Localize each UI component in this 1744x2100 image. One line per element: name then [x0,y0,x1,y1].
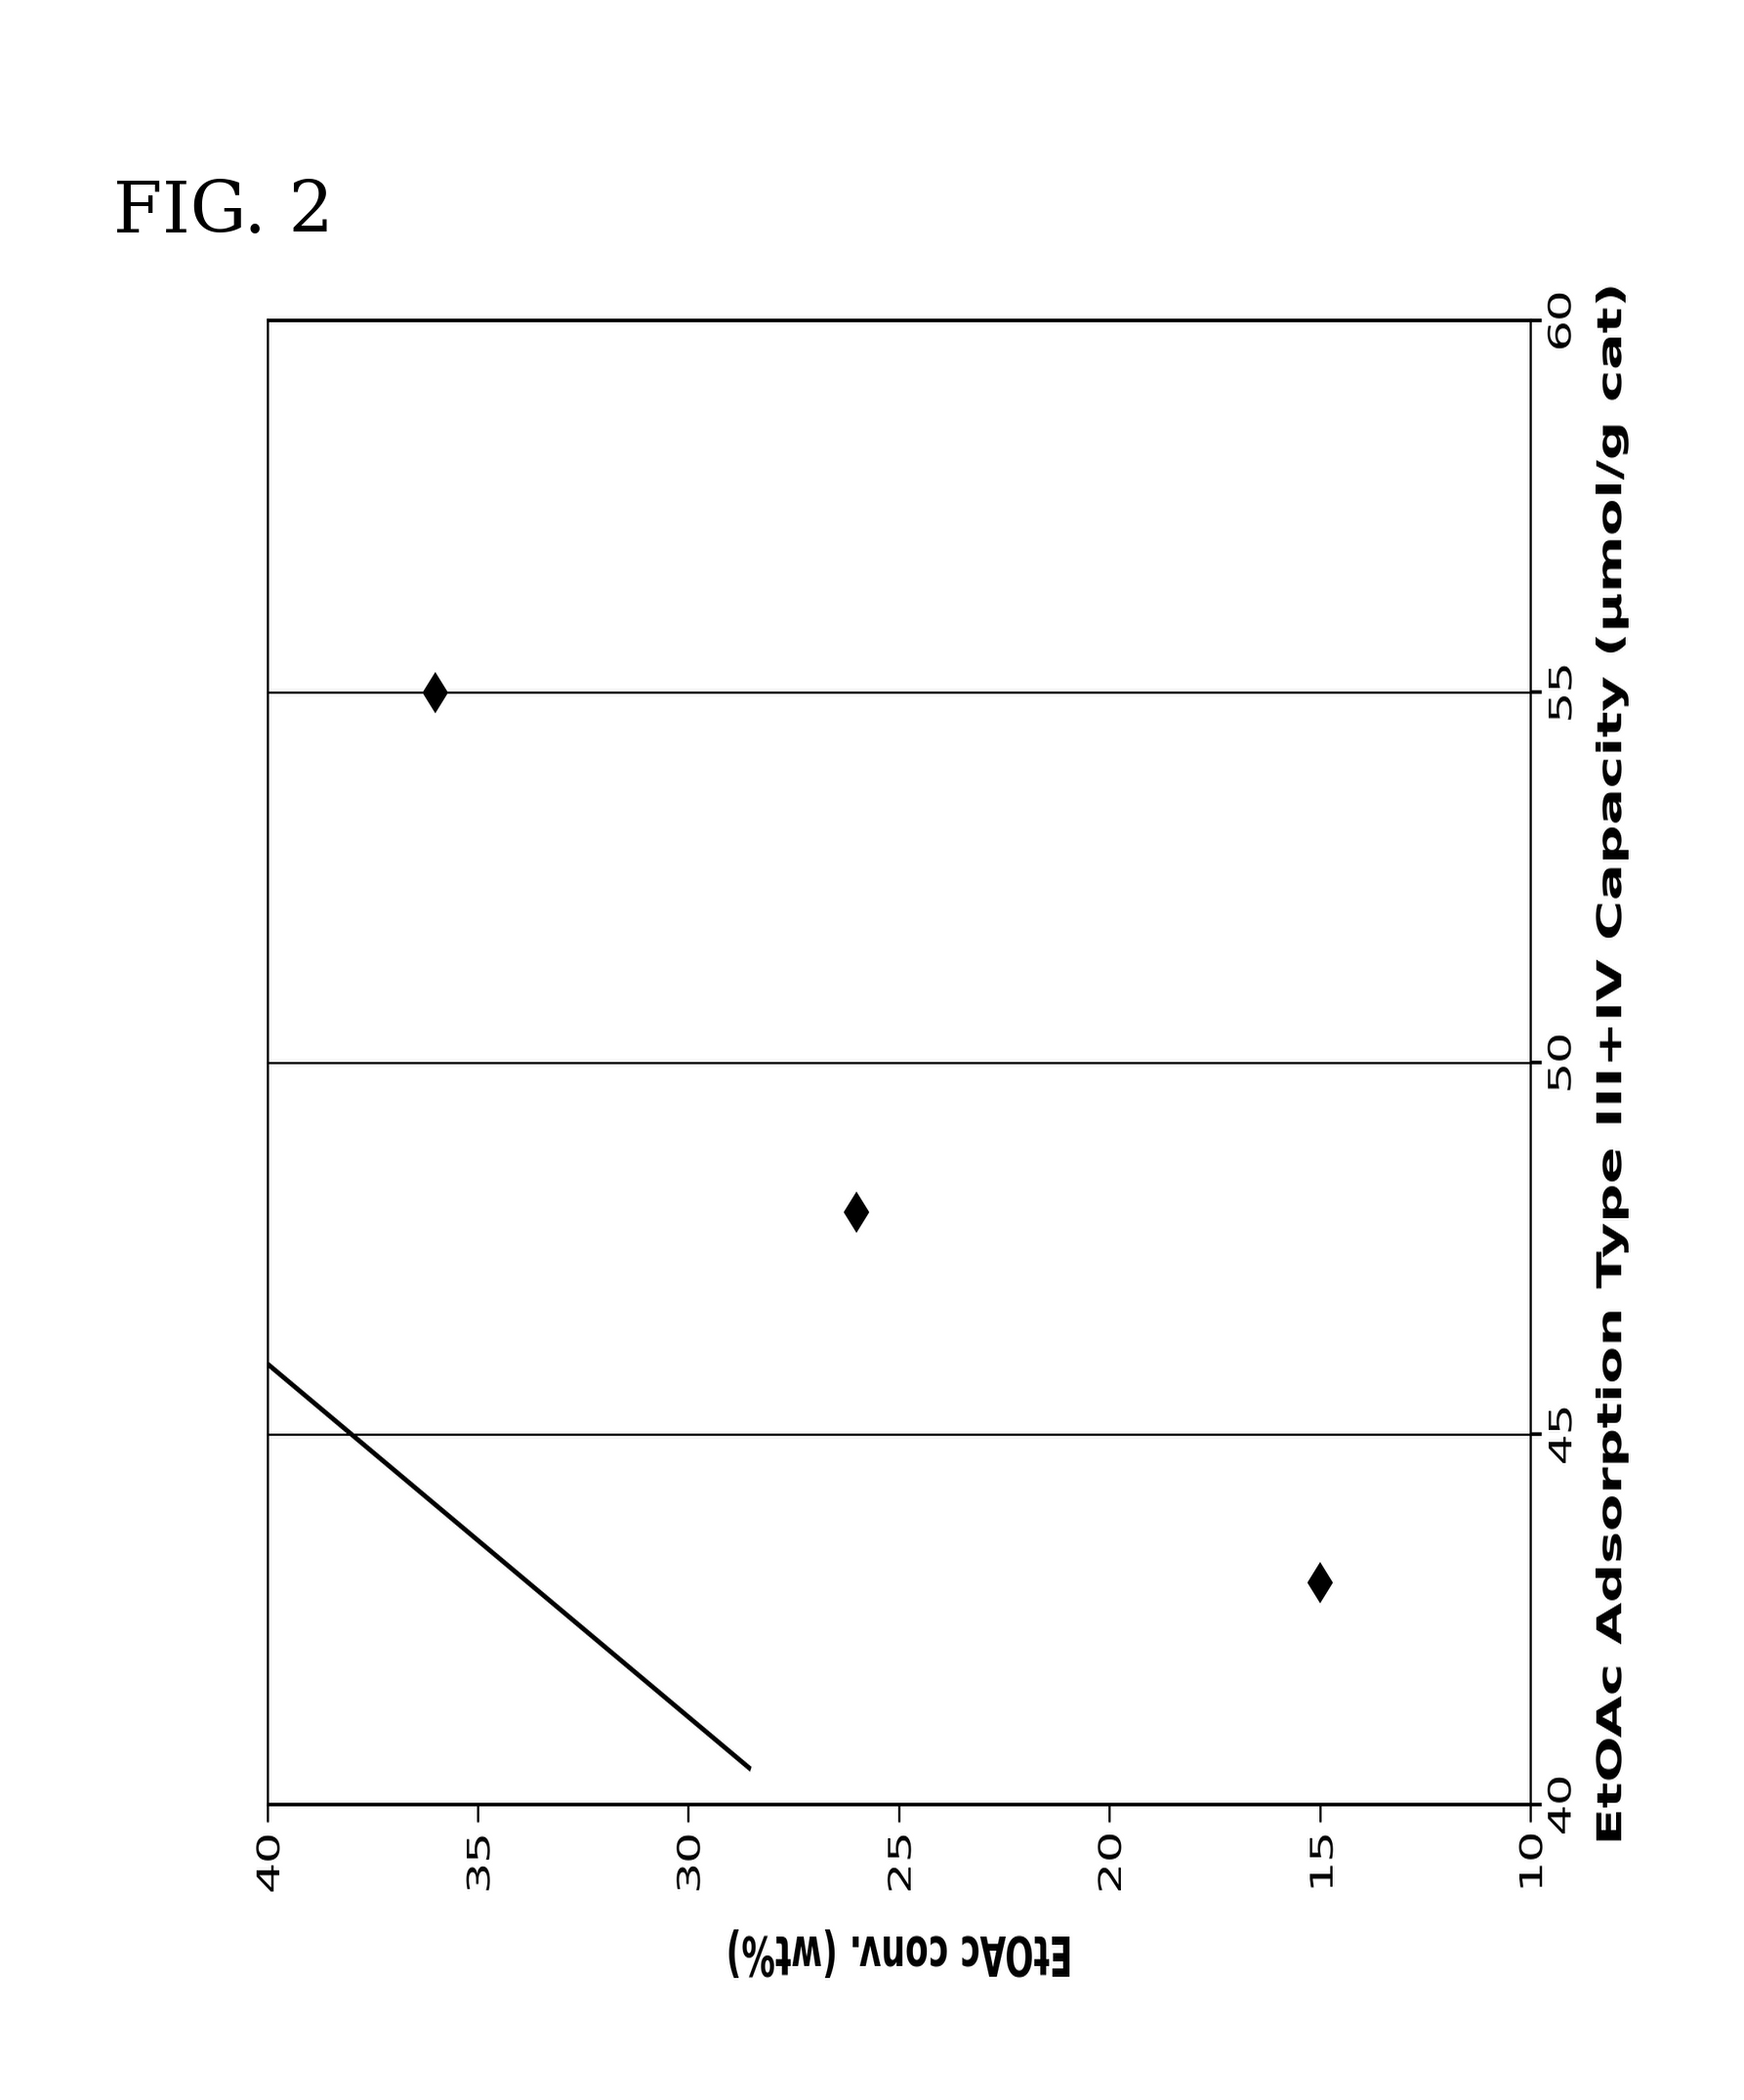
Text: FIG. 2: FIG. 2 [113,178,333,248]
